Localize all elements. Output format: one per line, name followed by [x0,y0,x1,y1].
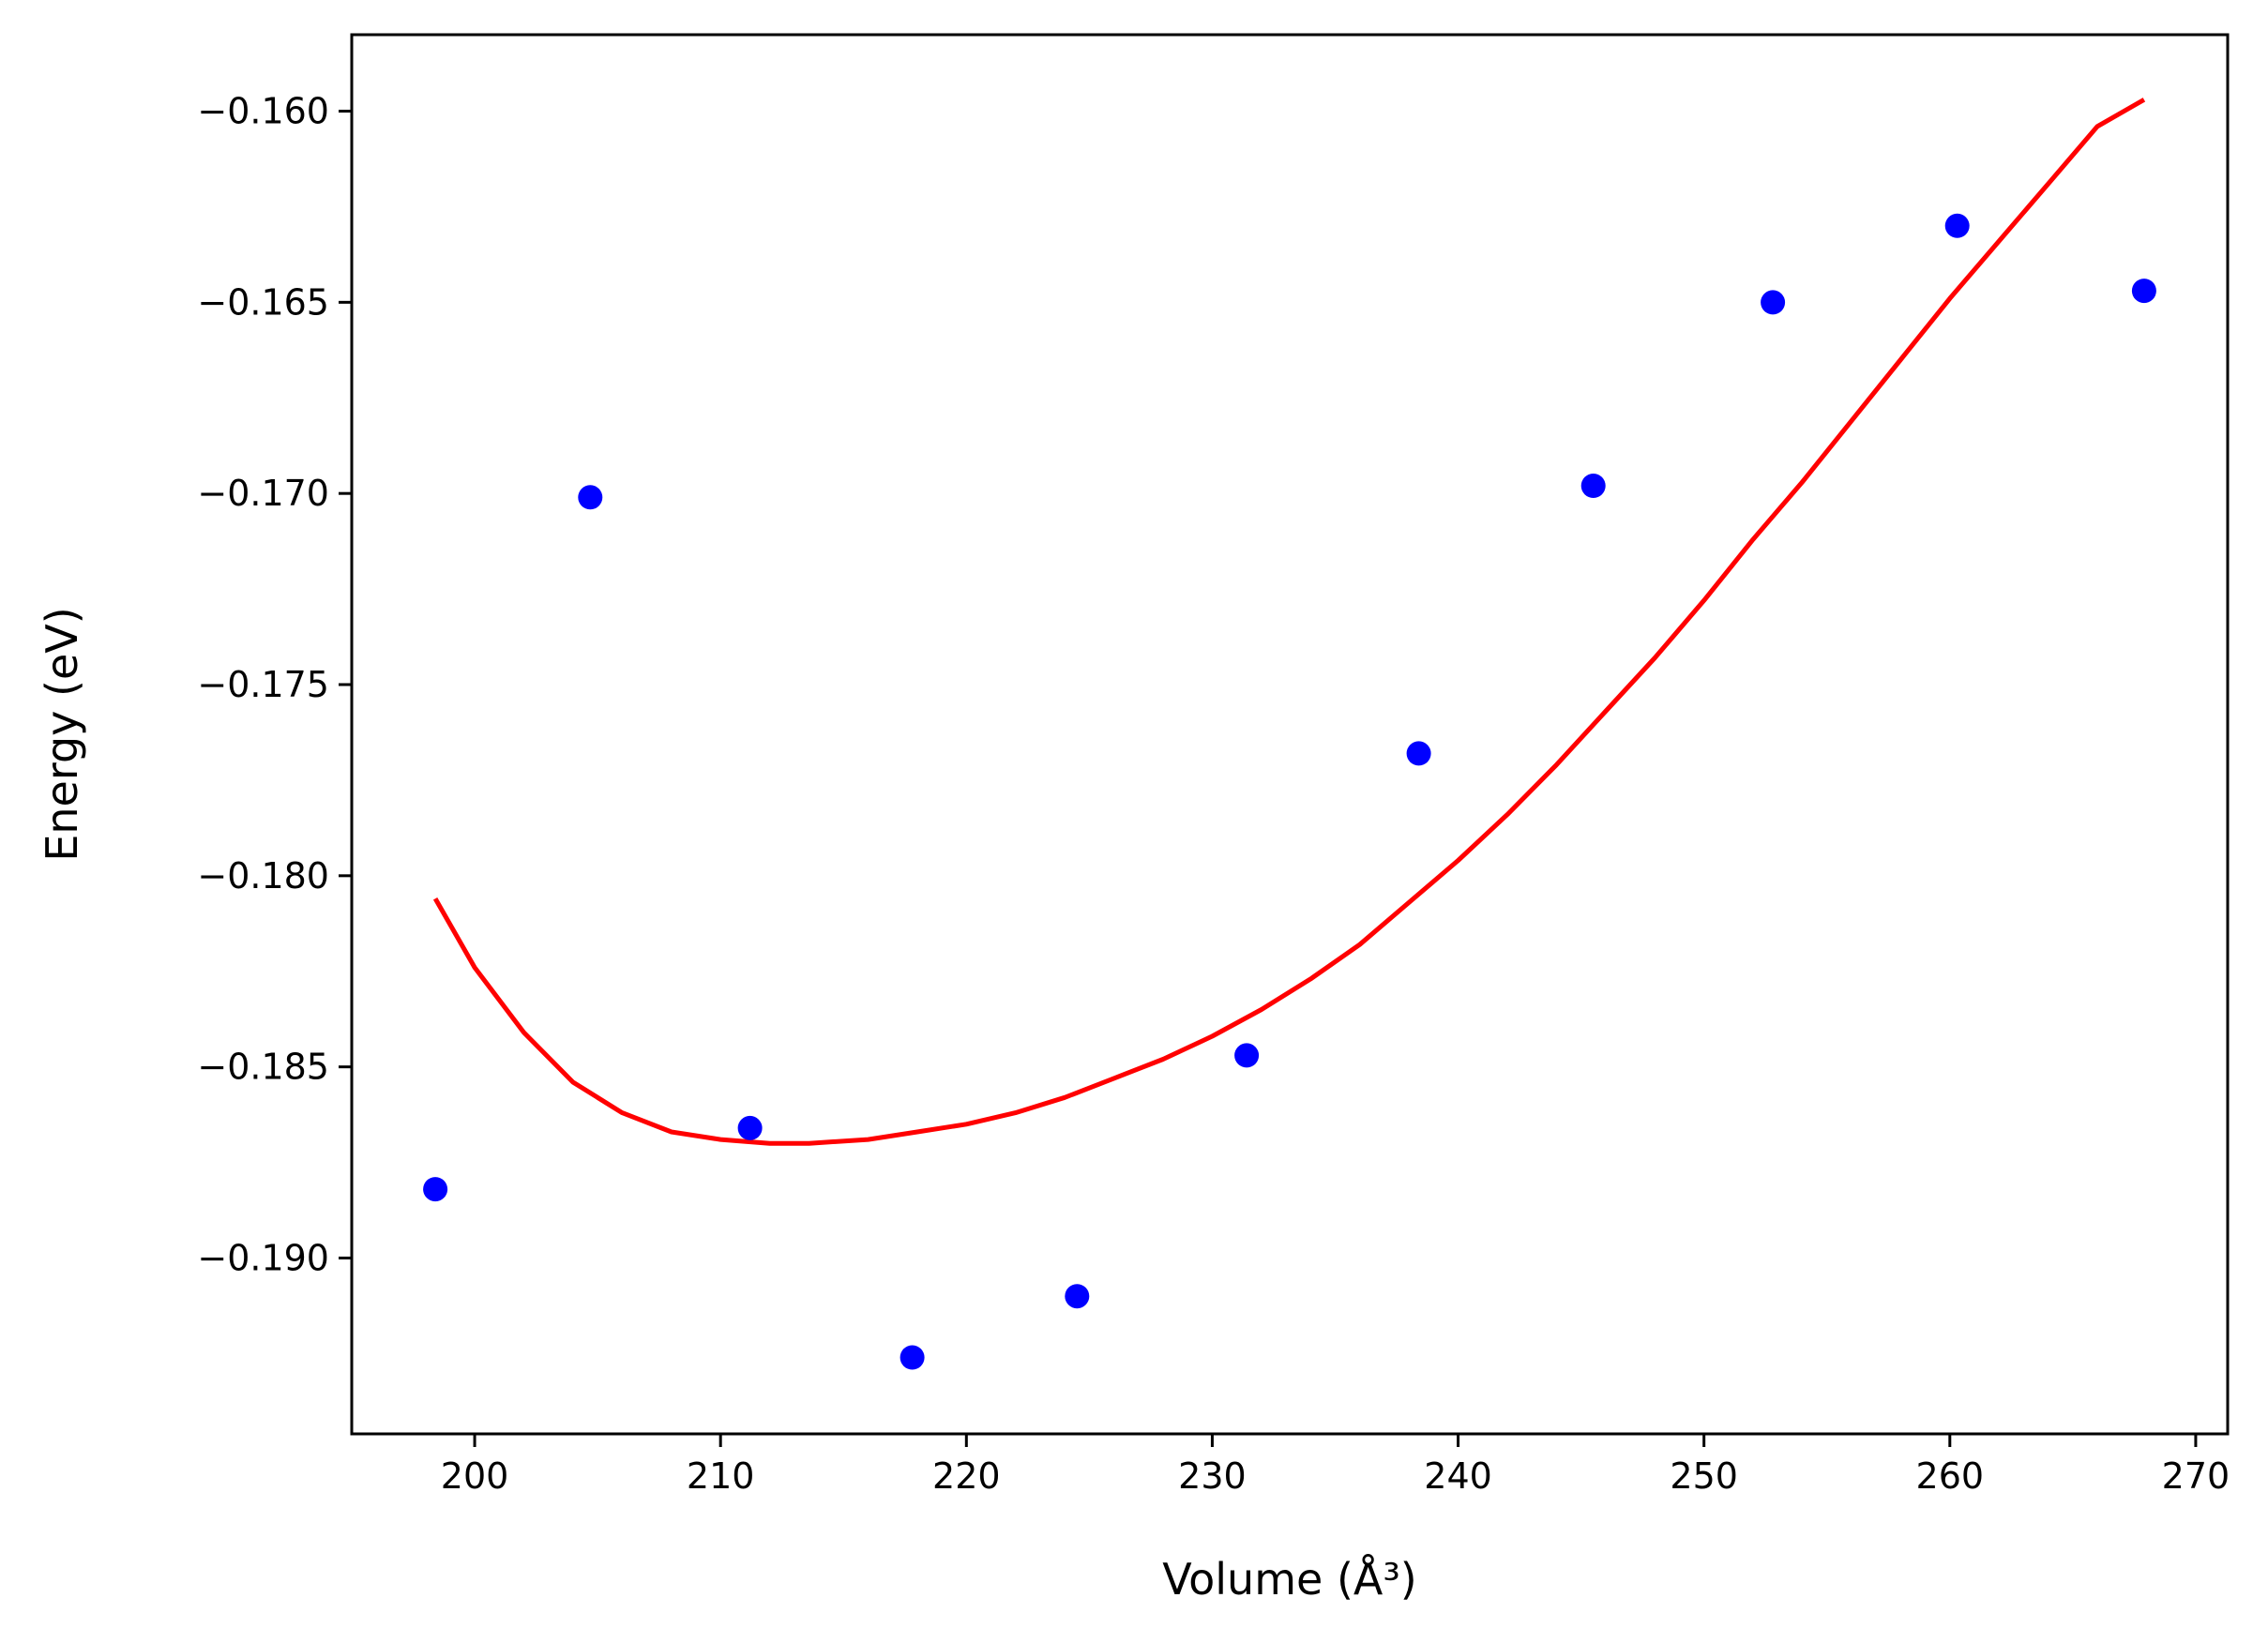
y-axis: −0.190 −0.185 −0.180 −0.175 −0.170 −0.165 −0.1… [197,91,352,1278]
x-tick-label: 210 [687,1455,755,1497]
data-point [1234,1043,1260,1068]
data-point [1580,474,1606,498]
x-tick-label: 260 [1916,1455,1985,1497]
y-tick-label: −0.170 [197,473,329,514]
y-tick-label: −0.175 [197,664,329,705]
x-tick-label: 250 [1670,1455,1738,1497]
y-tick-label: −0.180 [197,855,329,897]
data-point [1406,741,1431,766]
data-point [1761,290,1786,315]
x-axis-label: Volume (Å³) [1162,1554,1417,1605]
y-tick-label: −0.165 [197,281,329,323]
y-tick-label: −0.185 [197,1047,329,1088]
y-axis-label: Energy (eV) [37,607,87,861]
data-point [900,1345,925,1370]
y-tick-label: −0.160 [197,91,329,132]
data-point [1065,1284,1090,1309]
y-tick-label: −0.190 [197,1237,329,1278]
data-point [578,485,603,510]
fit-curve-line [432,98,2146,1146]
data-point [423,1177,448,1202]
x-tick-label: 270 [2162,1455,2230,1497]
x-tick-label: 240 [1424,1455,1492,1497]
x-axis: 200 210 220 230 240 250 260 270 [441,1434,2230,1497]
data-point [737,1115,763,1140]
x-tick-label: 220 [932,1455,1001,1497]
plot-frame [350,33,2230,1436]
data-point [2131,279,2156,304]
plot-layer [423,98,2156,1370]
data-point [1944,213,1970,238]
x-tick-label: 230 [1178,1455,1247,1497]
x-tick-label: 200 [441,1455,509,1497]
